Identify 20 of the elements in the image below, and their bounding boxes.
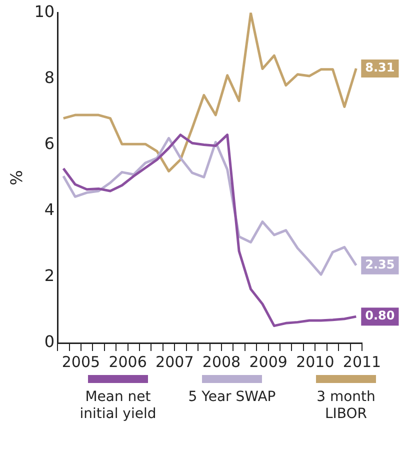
data-label: 2.35 [365,257,395,272]
x-tick-label: 2007 [156,352,194,371]
y-tick-label: 0 [44,332,55,352]
x-tick-label: 2008 [202,352,241,371]
x-tick-label: 2009 [249,352,288,371]
y-tick-label: 6 [44,134,55,153]
legend-label: 5 Year SWAP [188,389,276,406]
x-tick-label: 2011 [342,352,382,371]
data-label: 0.80 [365,308,395,323]
y-tick-label: 8 [44,68,55,87]
legend-label: 3 month LIBOR [316,389,376,423]
y-tick-label: 2 [44,266,55,286]
y-tick-label: 10 [34,2,55,21]
y-axis-title: % [6,170,26,186]
legend-label: Mean net initial yield [78,389,158,423]
x-tick-label: 2010 [296,352,334,371]
x-tick-label: 2005 [62,352,100,371]
x-tick-label: 2006 [108,352,147,371]
data-label: 8.31 [365,60,395,75]
y-tick-label: 4 [44,200,55,219]
